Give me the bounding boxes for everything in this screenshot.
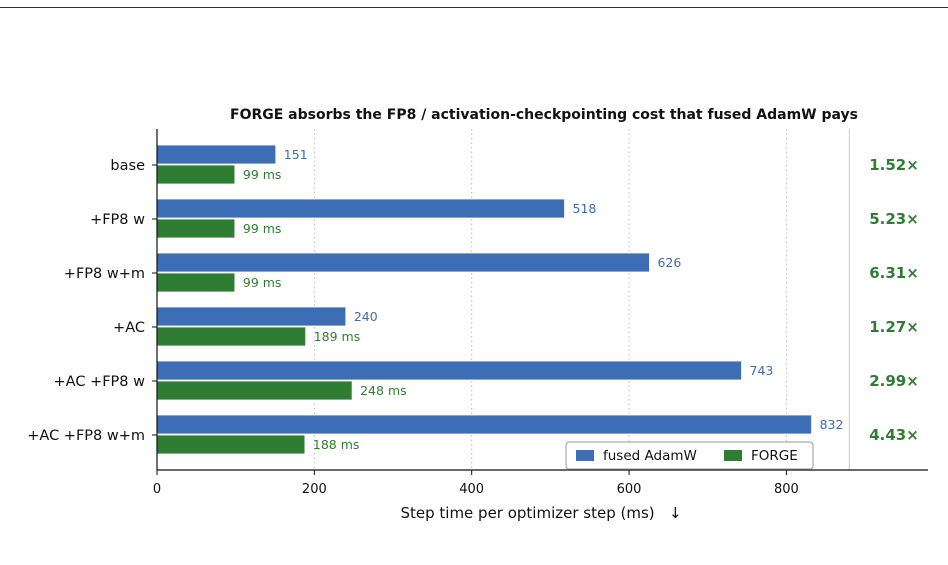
grid-lines [313,129,850,470]
adamw-bar-3 [156,306,347,327]
bars [156,144,812,455]
forge-bar-3 [156,326,307,347]
speedup-label-0: 1.52× [869,156,919,174]
adamw-value-label-3: 240 [354,309,378,324]
legend-swatch-adamw [576,450,594,461]
forge-value-label-0: 99 ms [243,167,282,182]
speedup-label-2: 6.31× [869,264,919,282]
adamw-value-label-0: 151 [284,147,308,162]
forge-value-label-4: 248 ms [360,383,407,398]
legend-label-adamw: fused AdamW [603,448,697,464]
category-label-0: base [110,158,145,174]
forge-bar-4 [156,380,353,401]
forge-bar-2 [156,272,236,293]
adamw-value-label-5: 832 [820,417,844,432]
category-label-2: +FP8 w+m [64,266,145,282]
x-tick-label-0: 0 [153,482,161,497]
legend-label-forge: FORGE [751,448,798,464]
category-label-1: +FP8 w [90,212,145,228]
adamw-value-label-4: 743 [750,363,774,378]
adamw-bar-4 [156,360,742,381]
x-axis-label: Step time per optimizer step (ms) ↓ [400,504,681,522]
forge-bar-0 [156,164,236,185]
forge-value-label-2: 99 ms [243,275,282,290]
adamw-bar-2 [156,252,650,273]
category-label-3: +AC [113,320,145,336]
forge-bar-5 [156,434,306,455]
speedup-label-3: 1.27× [869,318,919,336]
adamw-value-label-1: 518 [573,201,597,216]
forge-value-label-5: 188 ms [313,437,360,452]
speedup-label-1: 5.23× [869,210,919,228]
category-label-4: +AC +FP8 w [54,374,146,390]
legend: fused AdamW FORGE [565,441,814,470]
speedup-label-5: 4.43× [869,426,919,444]
legend-swatch-forge [724,450,742,461]
axes: 0 200 400 600 800 [152,129,928,497]
x-tick-label-200: 200 [302,482,327,497]
adamw-bar-0 [156,144,277,165]
forge-bar-1 [156,218,236,239]
adamw-bar-1 [156,198,565,219]
chart-title: FORGE absorbs the FP8 / activation-check… [230,107,858,123]
category-label-5: +AC +FP8 w+m [27,428,145,444]
forge-value-label-1: 99 ms [243,221,282,236]
speedup-label-4: 2.99× [869,372,919,390]
x-tick-label-600: 600 [617,482,642,497]
top-rule [0,7,948,8]
forge-value-label-3: 189 ms [314,329,361,344]
legend-box [565,441,814,470]
adamw-value-label-2: 626 [657,255,681,270]
x-tick-label-400: 400 [459,482,484,497]
x-tick-label-800: 800 [774,482,799,497]
adamw-bar-5 [156,414,812,435]
